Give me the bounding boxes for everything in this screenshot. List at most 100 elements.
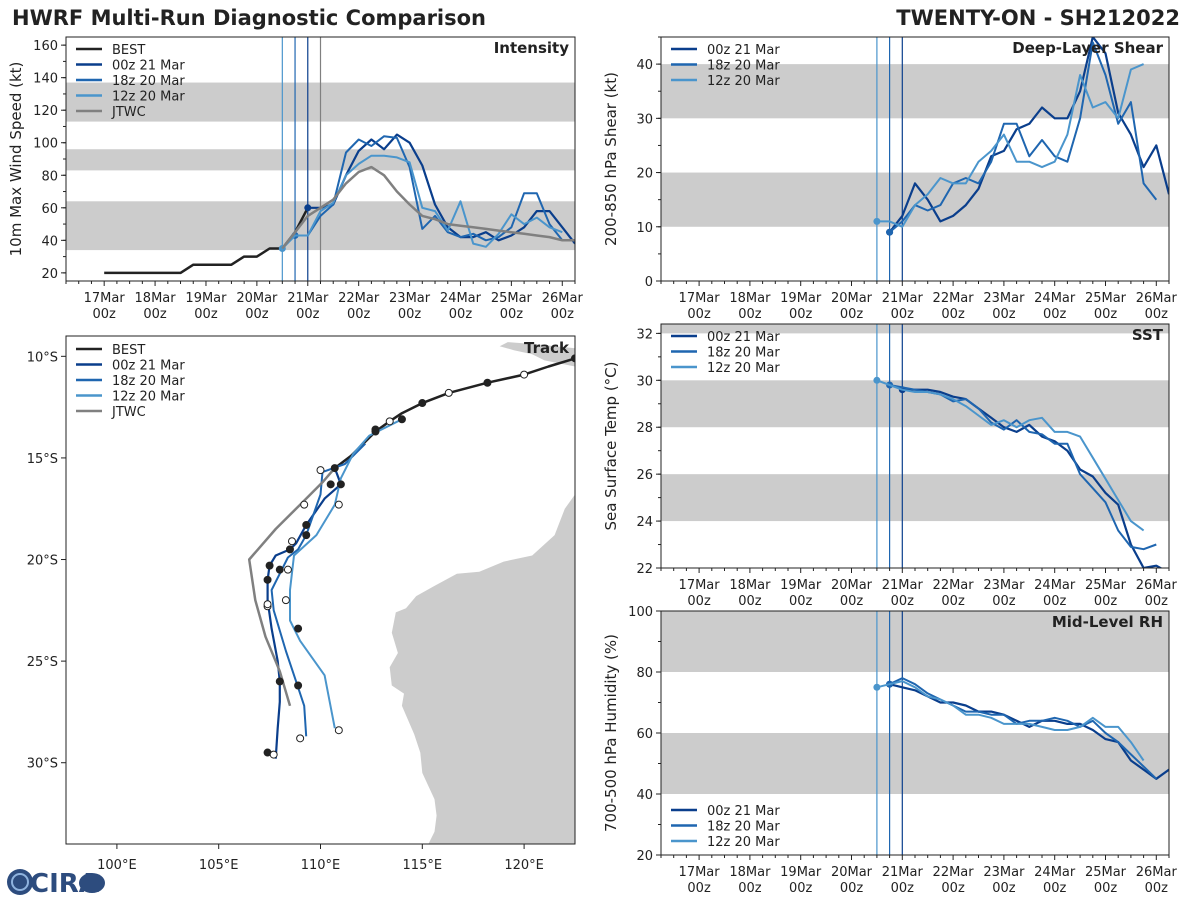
track-ytick-label: 20°S — [27, 554, 58, 569]
intensity-xtick-label-time: 00z — [194, 307, 218, 322]
sst-xtick-label-time: 00z — [1145, 594, 1169, 609]
track-marker-18z-20-mar — [302, 531, 311, 540]
intensity-plot-area — [66, 37, 575, 281]
sst-xtick-label: 23Mar — [983, 578, 1025, 593]
track-legend-label-jtwc: JTWC — [111, 405, 146, 420]
track-ytick-label: 30°S — [27, 757, 58, 772]
land-mass-0 — [499, 342, 575, 367]
sst-legend-label-18z-20-mar: 18z 20 Mar — [707, 346, 780, 361]
track-legend-label-18z-20-mar: 18z 20 Mar — [112, 374, 185, 389]
rh-band-0 — [661, 733, 1169, 794]
rh-start-point-12z-20-mar — [873, 683, 881, 691]
rh-xtick-label: 26Mar — [1136, 865, 1178, 880]
rh-title: Mid-Level RH — [1052, 613, 1163, 631]
sst-xtick-label-time: 00z — [891, 594, 915, 609]
intensity-xtick-label-time: 00z — [347, 307, 371, 322]
sst-ylabel: Sea Surface Temp (°C) — [602, 361, 620, 530]
rh-xtick-label: 22Mar — [933, 865, 975, 880]
track-ytick-label: 15°S — [27, 452, 58, 467]
intensity-legend-label-00z-21-mar: 00z 21 Mar — [112, 59, 185, 74]
rh-xtick-label-time: 00z — [941, 881, 965, 896]
intensity-xtick-label: 24Mar — [440, 291, 482, 306]
rh-xtick-label-time: 00z — [891, 881, 915, 896]
track-marker-best — [444, 388, 453, 397]
sst-ytick-label: 24 — [636, 515, 653, 530]
track-marker-00z-21-mar — [302, 520, 311, 529]
rh-xtick-label: 18Mar — [729, 865, 771, 880]
logo-globe-icon — [7, 869, 33, 895]
shear-ytick-label: 20 — [636, 167, 653, 182]
rh-xtick-label: 24Mar — [1034, 865, 1076, 880]
sst-band-2 — [661, 324, 1169, 334]
shear-ytick-label: 30 — [636, 112, 653, 127]
intensity-ytick-label: 100 — [33, 137, 58, 152]
shear-start-point-12z-20-mar — [873, 217, 881, 225]
shear-ylabel: 200-850 hPa Shear (kt) — [602, 72, 620, 246]
intensity-xtick-label-time: 00z — [143, 307, 167, 322]
shear-xtick-label-time: 00z — [891, 307, 915, 322]
intensity-panel: 2040608010012014016017Mar00z18Mar00z19Ma… — [7, 36, 584, 322]
rh-legend-label-18z-20-mar: 18z 20 Mar — [707, 820, 780, 835]
track-marker-18z-20-mar — [281, 596, 290, 605]
rh-xtick-label: 23Mar — [983, 865, 1025, 880]
shear-panel: 01020304017Mar00z18Mar00z19Mar00z20Mar00… — [602, 36, 1177, 322]
track-marker-12z-20-mar — [316, 466, 325, 475]
shear-ytick-label: 40 — [636, 58, 653, 73]
shear-band-0 — [661, 172, 1169, 227]
shear-xtick-label: 20Mar — [831, 291, 873, 306]
track-marker-00z-21-mar — [285, 545, 294, 554]
intensity-ytick-label: 60 — [41, 202, 58, 217]
shear-xtick-label-time: 00z — [941, 307, 965, 322]
shear-xtick-label-time: 00z — [1043, 307, 1067, 322]
sst-xtick-label-time: 00z — [1094, 594, 1118, 609]
rh-xtick-label-time: 00z — [992, 881, 1016, 896]
sst-ytick-label: 22 — [636, 562, 653, 577]
track-marker-12z-20-mar — [334, 726, 343, 735]
sst-xtick-label-time: 00z — [840, 594, 864, 609]
rh-xtick-label-time: 00z — [840, 881, 864, 896]
sst-panel: 22242628303217Mar00z18Mar00z19Mar00z20Ma… — [602, 323, 1177, 609]
sst-ytick-label: 30 — [636, 374, 653, 389]
track-marker-best — [520, 370, 529, 379]
track-marker-18z-20-mar — [294, 681, 303, 690]
track-marker-00z-21-mar — [263, 575, 272, 584]
rh-ytick-label: 40 — [636, 788, 653, 803]
shear-plot-area — [661, 37, 1169, 281]
intensity-xtick-label: 26Mar — [542, 291, 584, 306]
track-ytick-label: 10°S — [27, 350, 58, 365]
rh-xtick-label: 19Mar — [780, 865, 822, 880]
track-title: Track — [524, 339, 570, 357]
logo-swirl-icon — [79, 873, 105, 893]
intensity-series-00z-21-mar — [307, 133, 575, 245]
sst-xtick-label: 19Mar — [780, 578, 822, 593]
sst-xtick-label-time: 00z — [992, 594, 1016, 609]
intensity-ytick-label: 80 — [41, 169, 58, 184]
rh-xtick-label-time: 00z — [738, 881, 762, 896]
rh-xtick-label: 17Mar — [679, 865, 721, 880]
rh-xtick-label-time: 00z — [789, 881, 813, 896]
sst-xtick-label-time: 00z — [738, 594, 762, 609]
sst-legend-label-12z-20-mar: 12z 20 Mar — [707, 361, 780, 376]
track-marker-12z-20-mar — [287, 537, 296, 546]
intensity-xtick-label-time: 00z — [245, 307, 269, 322]
track-marker-best — [385, 417, 394, 426]
track-marker-12z-20-mar — [300, 500, 309, 509]
sst-band-1 — [661, 380, 1169, 428]
sst-ytick-label: 28 — [636, 421, 653, 436]
track-panel: 100°E 105°E 110°E 115°E 120°E 10°S 15°S 20°S 25°… — [27, 335, 576, 873]
track-marker-best — [418, 399, 427, 408]
rh-ytick-label: 100 — [628, 605, 653, 620]
shear-xtick-label-time: 00z — [992, 307, 1016, 322]
sst-xtick-label: 20Mar — [831, 578, 873, 593]
intensity-legend-label-18z-20-mar: 18z 20 Mar — [112, 74, 185, 89]
intensity-xtick-label-time: 00z — [296, 307, 320, 322]
rh-series-12z-20-mar — [876, 680, 1145, 762]
sst-xtick-label: 25Mar — [1085, 578, 1127, 593]
rh-xtick-label: 20Mar — [831, 865, 873, 880]
rh-ytick-label: 20 — [636, 849, 653, 864]
track-marker-12z-20-mar — [269, 750, 278, 759]
logo-ring-icon — [11, 873, 29, 891]
intensity-series-jtwc — [281, 165, 575, 250]
shear-xtick-label: 23Mar — [983, 291, 1025, 306]
track-marker-12z-20-mar — [397, 415, 406, 424]
